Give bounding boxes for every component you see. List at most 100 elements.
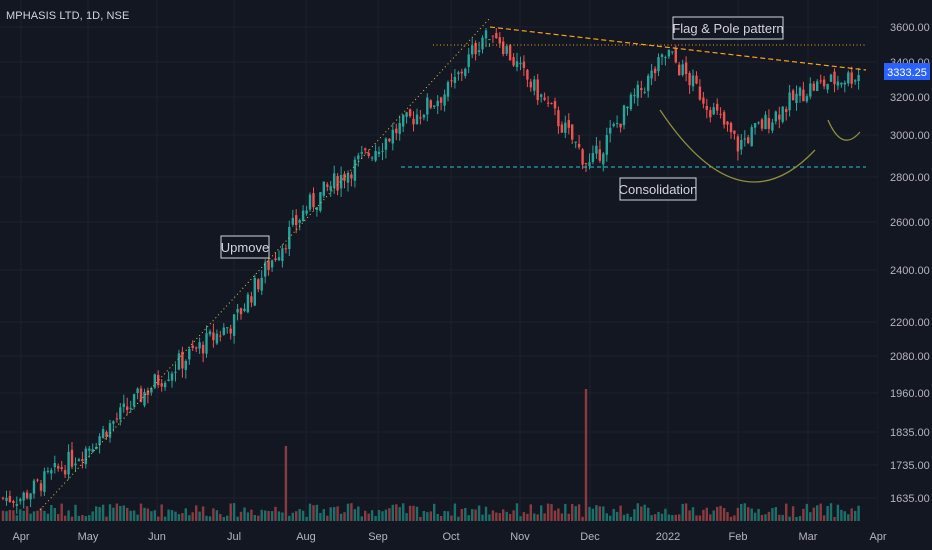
volume-bar: [336, 506, 339, 521]
volume-bar: [308, 503, 312, 521]
volume-bar: [274, 506, 277, 521]
candle-body: [1, 497, 5, 499]
candle-body: [695, 75, 698, 84]
volume-bar: [660, 513, 664, 521]
candle-body: [188, 348, 191, 360]
candle-body: [540, 94, 543, 97]
candle-body: [277, 257, 281, 261]
candle-body: [108, 423, 112, 438]
volume-bar: [381, 511, 384, 521]
candle-body: [467, 54, 470, 67]
candle-body: [136, 388, 139, 393]
price-tick-label: 1835.00: [890, 427, 930, 439]
last-price-value: 3333.25: [887, 67, 927, 79]
volume-bar: [722, 508, 726, 521]
candle-body: [195, 347, 198, 349]
candle-body: [157, 375, 160, 386]
candle-body: [374, 151, 377, 161]
candle-body: [636, 84, 639, 98]
volume-bar: [195, 505, 198, 521]
candle-body: [291, 218, 294, 225]
volume-bar: [63, 515, 67, 521]
candle-body: [640, 88, 643, 91]
price-tick-label: 2200.00: [890, 317, 930, 329]
candle-body: [678, 64, 681, 76]
candle-body: [481, 37, 484, 50]
volume-bar: [477, 505, 481, 521]
volume-bar: [785, 503, 788, 521]
candle-body: [143, 392, 146, 406]
time-tick-label: Apr: [12, 531, 29, 543]
volume-bar: [329, 507, 332, 521]
volume-bar: [581, 516, 584, 521]
time-tick-label: Dec: [580, 531, 600, 543]
volume-bar: [543, 513, 546, 521]
candle-body: [174, 371, 177, 373]
candle-body: [46, 470, 50, 472]
volume-bar: [526, 513, 529, 521]
candle-body: [709, 110, 712, 118]
volume-bar: [201, 506, 205, 521]
volume-bar: [360, 516, 363, 521]
candle-body: [343, 173, 346, 181]
candle-body: [15, 504, 18, 506]
time-tick-label: Jun: [148, 531, 166, 543]
volume-bar: [357, 506, 360, 521]
time-tick-label: Apr: [869, 531, 886, 543]
candle-body: [702, 97, 705, 104]
candle-body: [336, 176, 339, 191]
volume-bar: [736, 507, 740, 521]
candle-body: [664, 57, 667, 59]
candle-body: [301, 210, 305, 221]
volume-bar: [153, 510, 156, 521]
candle-body: [515, 61, 519, 67]
candle-body: [767, 118, 771, 129]
volume-bar: [212, 508, 215, 521]
candle-body: [367, 152, 370, 156]
candle-body: [488, 39, 491, 41]
candle-body: [543, 97, 546, 100]
candle-body: [91, 449, 94, 453]
candle-body: [353, 159, 357, 181]
price-tick-label: 1735.00: [890, 460, 930, 472]
candle-body: [219, 335, 222, 337]
candle-body: [722, 112, 726, 125]
volume-bar: [157, 516, 160, 521]
candle-body: [232, 314, 236, 336]
candle-body: [750, 127, 753, 147]
candle-body: [229, 328, 232, 334]
candle-body: [843, 82, 846, 85]
candle-body: [377, 151, 381, 154]
volume-bar: [95, 506, 98, 521]
volume-bar: [653, 514, 657, 521]
volume-bar: [298, 509, 301, 521]
candle-body: [816, 81, 819, 91]
volume-bar: [702, 509, 705, 521]
volume-bar: [495, 512, 498, 521]
candle-body: [391, 129, 394, 144]
volume-bar: [588, 506, 591, 521]
volume-bar: [226, 515, 229, 521]
candle-body: [491, 35, 495, 37]
candle-body: [781, 106, 784, 122]
candle-body: [153, 374, 156, 388]
overlay-layer: Flag & Pole pattern Upmove Consolidation: [39, 16, 867, 511]
volume-bar: [74, 504, 77, 521]
volume-bar: [484, 506, 488, 521]
candle-body: [508, 45, 512, 61]
candle-body: [826, 83, 829, 90]
volume-bar: [774, 507, 777, 521]
annotation-consolidation: Consolidation: [619, 177, 697, 201]
volume-bar: [505, 511, 508, 521]
volume-bar: [77, 515, 81, 521]
volume-bar: [633, 509, 636, 521]
volume-bar: [595, 505, 598, 521]
volume-bar: [540, 505, 543, 521]
volume-bar: [788, 516, 791, 521]
candle-body: [522, 61, 526, 68]
volume-bar: [809, 512, 812, 521]
volume-bar: [25, 506, 29, 521]
price-tick-label: 2600.00: [890, 217, 930, 229]
time-tick-label: Oct: [442, 531, 459, 543]
